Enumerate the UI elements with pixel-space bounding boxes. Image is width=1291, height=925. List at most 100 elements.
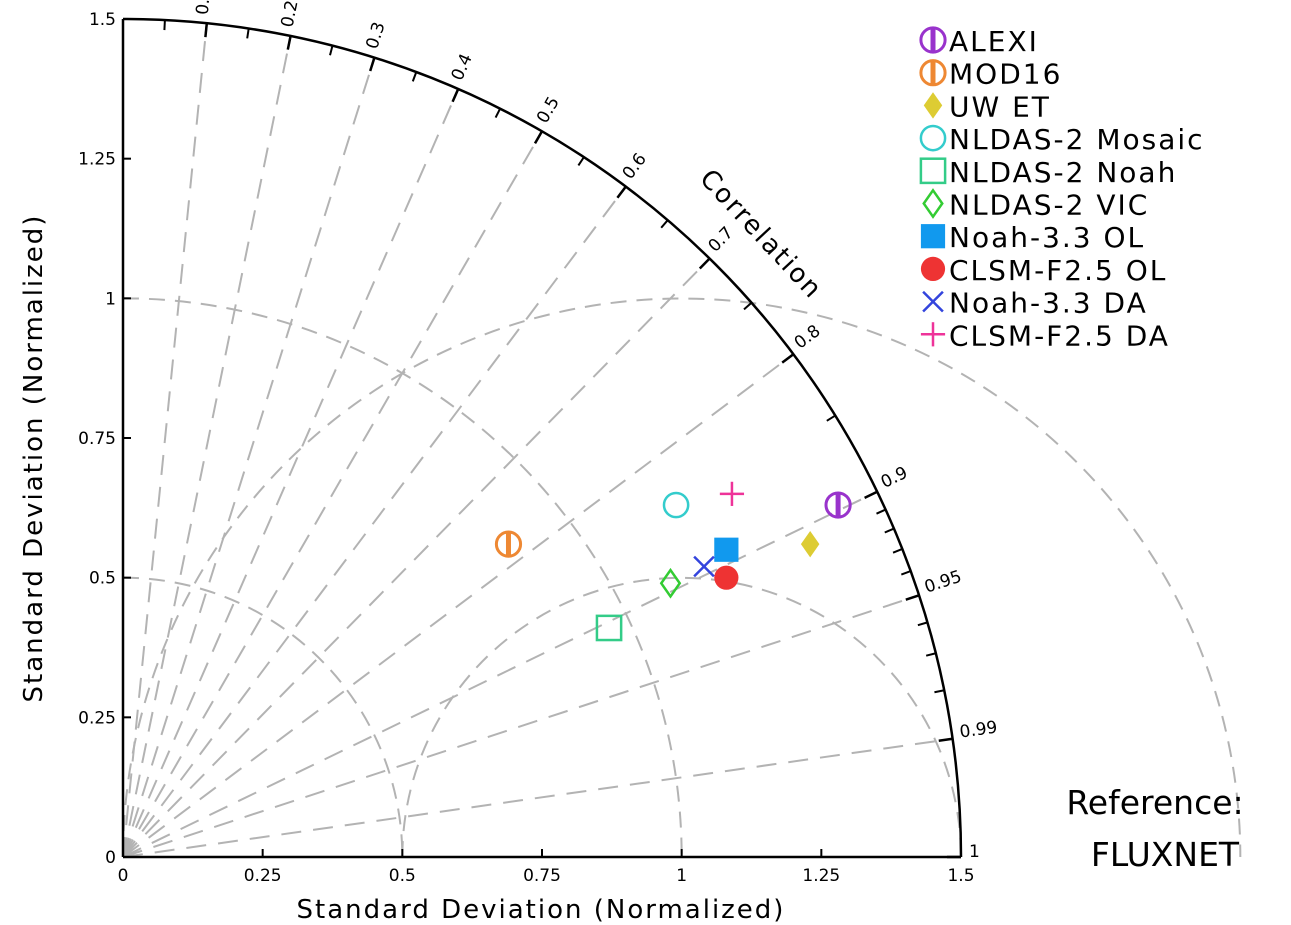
correlation-tick-label: 0.3 <box>362 20 389 52</box>
data-point <box>714 537 739 562</box>
data-point <box>714 565 739 590</box>
correlation-minor-tick <box>826 414 836 422</box>
std-arc <box>122 297 683 858</box>
legend-label: Noah-3.3 DA <box>949 287 1148 320</box>
data-point <box>719 481 745 506</box>
correlation-minor-tick <box>884 527 895 534</box>
data-points-layer <box>494 481 852 642</box>
y-tick-label: 1.25 <box>78 150 116 170</box>
x-tick-label: 0.75 <box>523 866 561 886</box>
correlation-major-tick <box>781 353 795 364</box>
legend-item: NLDAS-2 Mosaic <box>919 123 1205 156</box>
legend-label: CLSM-F2.5 DA <box>949 319 1170 352</box>
legend-label: ALEXI <box>949 25 1039 58</box>
correlation-minor-tick <box>329 45 334 56</box>
y-tick-label: 0 <box>105 848 116 868</box>
correlation-minor-tick <box>246 28 250 39</box>
correlation-tick-label: 0.6 <box>619 150 651 184</box>
correlation-tick-label: 0.5 <box>533 93 564 126</box>
data-point <box>595 614 623 642</box>
correlation-major-tick <box>286 35 292 50</box>
legend-item: NLDAS-2 Noah <box>919 156 1175 189</box>
legend-marker <box>919 59 947 87</box>
correlation-tick-label: 0.2 <box>278 0 303 29</box>
correlation-major-tick <box>369 57 376 72</box>
x-tick-label: 1.5 <box>947 866 974 886</box>
correlation-minor-tick <box>163 19 166 31</box>
legend-label: NLDAS-2 VIC <box>949 189 1149 222</box>
correlation-major-tick <box>905 594 920 601</box>
correlation-gridline <box>122 594 920 858</box>
x-tick-label: 0.25 <box>244 866 282 886</box>
correlation-gridline <box>122 353 795 858</box>
correlation-gridline <box>122 88 460 858</box>
correlation-minor-tick <box>660 219 669 229</box>
y-tick-label: 1.5 <box>89 10 116 30</box>
correlation-minor-tick <box>900 570 912 576</box>
correlation-minor-tick <box>494 108 501 119</box>
legend-label: Noah-3.3 OL <box>949 221 1145 254</box>
axes-layer <box>121 17 963 859</box>
legend-marker <box>919 157 947 185</box>
correlation-minor-tick <box>577 156 585 167</box>
std-arc <box>122 576 404 858</box>
x-tick-label: 1.25 <box>802 866 840 886</box>
legend-marker <box>919 26 947 54</box>
legend-label: NLDAS-2 Mosaic <box>949 123 1205 156</box>
rms-arc <box>401 576 962 858</box>
correlation-major-tick <box>616 185 627 199</box>
correlation-minor-tick <box>934 689 945 694</box>
correlation-gridline <box>122 186 627 858</box>
legend-marker <box>923 92 943 119</box>
correlation-minor-tick <box>411 71 418 82</box>
data-point <box>800 530 820 558</box>
correlation-tick-label: 0.8 <box>791 321 825 353</box>
correlation-tick-label: 0.99 <box>958 717 998 742</box>
correlation-tick-label: 0.1 <box>193 0 216 16</box>
correlation-major-tick <box>938 737 953 742</box>
x-tick-label: 1 <box>676 866 687 886</box>
y-axis-title: Standard Deviation (Normalized) <box>19 214 49 703</box>
legend-item: MOD16 <box>919 58 1062 91</box>
correlation-gridline <box>122 130 543 858</box>
reference-name: FLUXNET <box>1091 835 1240 874</box>
y-tick-label: 0.5 <box>89 569 116 589</box>
correlation-minor-tick <box>925 652 937 657</box>
legend-marker <box>920 224 946 249</box>
legend-label: CLSM-F2.5 OL <box>949 254 1167 287</box>
legend-item: Noah-3.3 OL <box>920 221 1145 254</box>
outer-arc <box>122 17 963 858</box>
legend-item: Noah-3.3 DA <box>922 287 1148 320</box>
tick-labels-layer: 00 0.25 0.25 0.5 0.5 0.75 0.75 1 1 1.25 1.25 1.5 1.5… <box>78 0 999 886</box>
correlation-tick-label: 0.4 <box>448 51 477 84</box>
correlation-gridline <box>122 35 292 858</box>
correlation-minor-tick <box>917 621 928 627</box>
legend-item: UW ET <box>923 90 1051 123</box>
legend-item: NLDAS-2 VIC <box>922 188 1149 222</box>
x-tick-label: 0 <box>118 866 129 886</box>
legend-marker <box>922 290 944 313</box>
correlation-major-tick <box>204 23 209 38</box>
correlation-major-tick <box>451 88 460 103</box>
reference-label: Reference: <box>1066 783 1243 822</box>
legend-label: UW ET <box>949 90 1051 123</box>
y-tick-label: 1 <box>105 289 116 309</box>
legend-label: MOD16 <box>949 58 1062 91</box>
correlation-tick-label: 0.9 <box>878 463 911 493</box>
correlation-minor-tick <box>743 301 753 311</box>
correlation-gridline <box>122 57 376 858</box>
correlation-minor-tick <box>876 508 886 515</box>
data-point <box>662 491 690 519</box>
correlation-gridline <box>122 23 208 858</box>
correlation-major-tick <box>533 130 544 145</box>
rms-arc <box>123 299 1240 857</box>
correlation-tick-label: 1 <box>969 842 980 862</box>
correlation-major-tick <box>864 490 878 499</box>
y-tick-label: 0.25 <box>78 708 116 728</box>
legend-item: CLSM-F2.5 OL <box>920 254 1167 287</box>
correlation-gridline <box>122 257 711 858</box>
legend-marker <box>920 256 946 281</box>
legend-marker <box>919 124 947 152</box>
